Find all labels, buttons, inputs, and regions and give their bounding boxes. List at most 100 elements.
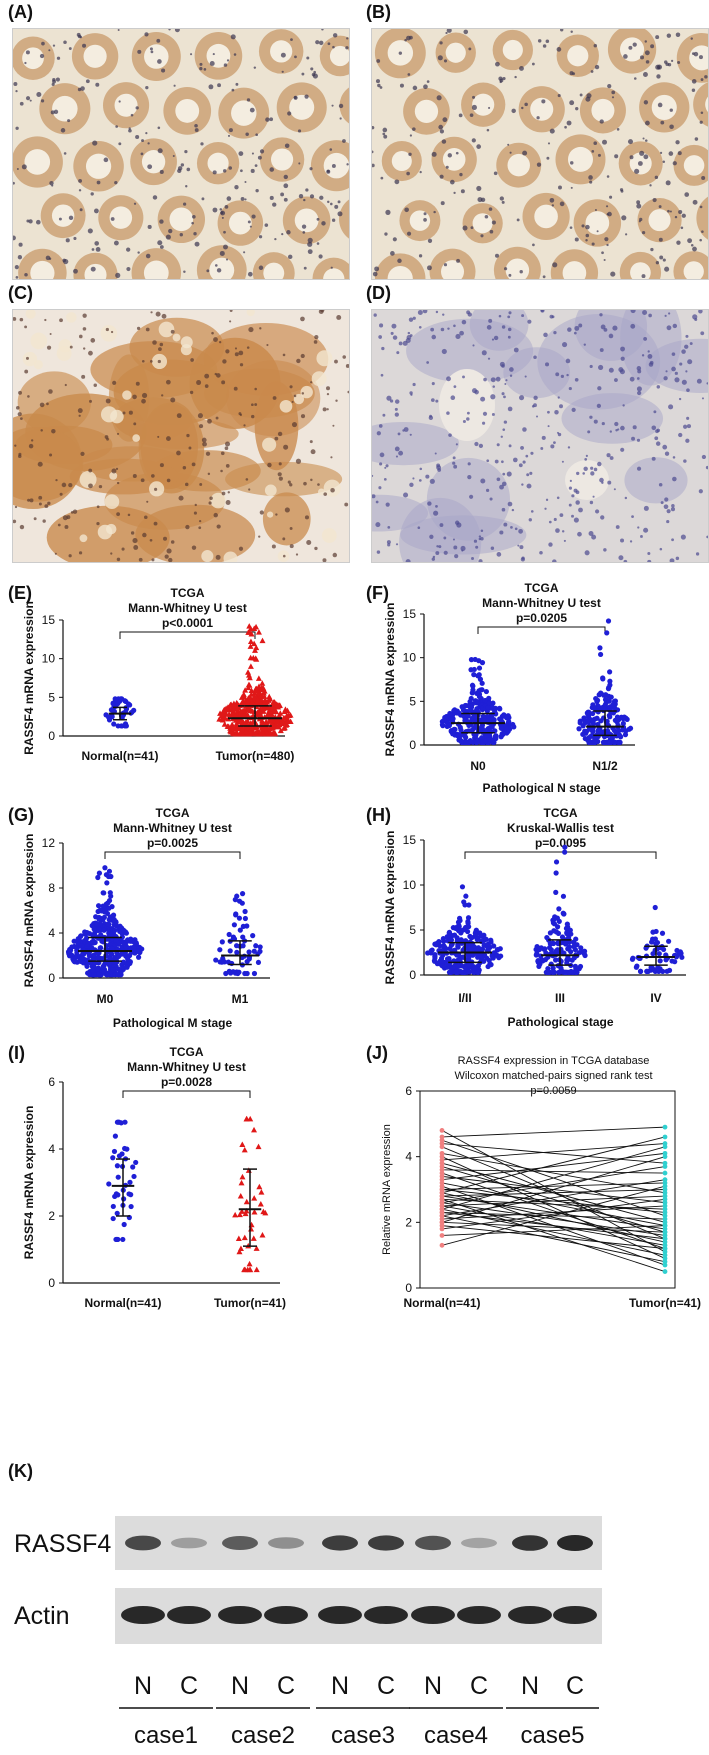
nucleus bbox=[375, 500, 379, 504]
data-point bbox=[650, 929, 656, 935]
nucleus bbox=[157, 435, 160, 438]
nucleus bbox=[551, 315, 555, 319]
data-point bbox=[244, 717, 251, 724]
nucleus bbox=[269, 167, 275, 172]
data-point bbox=[109, 945, 115, 952]
nucleus bbox=[238, 546, 244, 551]
nucleus bbox=[255, 188, 259, 193]
nucleus bbox=[520, 446, 524, 450]
data-point bbox=[618, 734, 624, 740]
crypt-lumen bbox=[143, 260, 169, 279]
nucleus bbox=[130, 113, 134, 117]
data-point bbox=[474, 699, 481, 705]
nucleus bbox=[286, 230, 291, 235]
data-point bbox=[127, 1179, 133, 1185]
data-point bbox=[219, 959, 225, 965]
nucleus bbox=[264, 223, 269, 227]
data-point bbox=[104, 972, 111, 978]
data-point bbox=[126, 1191, 132, 1197]
nucleus bbox=[87, 228, 93, 234]
data-point bbox=[491, 943, 497, 949]
lane-label: C bbox=[470, 1672, 488, 1700]
data-point bbox=[458, 937, 464, 943]
panel-label-g: (G) bbox=[8, 805, 34, 825]
nucleus bbox=[453, 324, 456, 328]
data-point bbox=[221, 706, 228, 713]
nucleus bbox=[314, 546, 318, 551]
blot-band bbox=[167, 1606, 211, 1624]
nucleus bbox=[315, 40, 320, 45]
nucleus bbox=[601, 251, 604, 255]
nucleus bbox=[240, 196, 245, 201]
data-point bbox=[130, 1164, 136, 1170]
nucleus bbox=[106, 437, 109, 441]
nucleus bbox=[506, 471, 512, 477]
data-point bbox=[465, 713, 471, 719]
nucleus bbox=[372, 150, 374, 154]
nucleus bbox=[40, 99, 45, 103]
nucleus bbox=[680, 534, 686, 540]
nucleus bbox=[607, 84, 612, 89]
nucleus bbox=[396, 351, 400, 355]
data-point bbox=[468, 947, 474, 953]
nucleus bbox=[298, 194, 304, 199]
x-category-label: Tumor(n=41) bbox=[629, 1296, 701, 1310]
data-point bbox=[116, 940, 122, 946]
nucleus bbox=[519, 395, 525, 401]
nucleus bbox=[309, 194, 315, 199]
data-point bbox=[439, 1187, 445, 1192]
data-point bbox=[110, 701, 116, 707]
nucleus bbox=[462, 225, 468, 231]
nucleus bbox=[522, 150, 528, 156]
micrograph-a bbox=[12, 28, 350, 280]
nucleus bbox=[64, 525, 69, 529]
data-point bbox=[662, 1177, 668, 1183]
pair-line bbox=[441, 1146, 666, 1210]
nucleus bbox=[116, 432, 120, 435]
data-point bbox=[572, 963, 578, 969]
data-point bbox=[662, 1141, 668, 1146]
data-point bbox=[662, 1144, 668, 1150]
data-point bbox=[439, 1193, 445, 1199]
nucleus bbox=[408, 317, 414, 322]
nucleus bbox=[309, 167, 313, 171]
crypt-lumen bbox=[52, 95, 78, 122]
nucleus bbox=[611, 90, 616, 95]
data-point bbox=[560, 893, 567, 899]
data-point bbox=[247, 643, 254, 649]
data-point bbox=[552, 957, 559, 963]
nucleus bbox=[224, 205, 229, 209]
nucleus bbox=[445, 31, 448, 35]
data-point bbox=[557, 969, 563, 975]
data-point bbox=[455, 944, 461, 950]
nucleus bbox=[462, 375, 465, 379]
nucleus bbox=[663, 376, 668, 381]
data-point bbox=[598, 690, 604, 696]
data-point bbox=[662, 1252, 668, 1258]
nucleus bbox=[235, 82, 239, 86]
nucleus bbox=[238, 350, 244, 356]
nucleus bbox=[614, 421, 619, 427]
data-point bbox=[111, 721, 117, 727]
nucleus bbox=[381, 346, 385, 351]
nucleus bbox=[290, 38, 293, 42]
data-point bbox=[251, 625, 258, 632]
nucleus bbox=[588, 531, 594, 536]
nucleus bbox=[541, 99, 546, 104]
nucleus bbox=[221, 216, 224, 219]
data-point bbox=[287, 712, 294, 718]
nucleus bbox=[701, 397, 704, 400]
nucleus bbox=[378, 424, 383, 428]
data-point bbox=[666, 938, 672, 944]
nucleus bbox=[258, 535, 261, 538]
nucleus bbox=[453, 464, 458, 469]
lumen bbox=[30, 332, 48, 350]
nucleus bbox=[65, 238, 70, 243]
data-point bbox=[250, 1235, 257, 1241]
nucleus bbox=[699, 238, 702, 242]
nucleus bbox=[227, 134, 231, 137]
pair-line bbox=[441, 1130, 666, 1253]
data-point bbox=[439, 1144, 445, 1150]
nucleus bbox=[438, 545, 442, 549]
nucleus bbox=[576, 471, 580, 476]
